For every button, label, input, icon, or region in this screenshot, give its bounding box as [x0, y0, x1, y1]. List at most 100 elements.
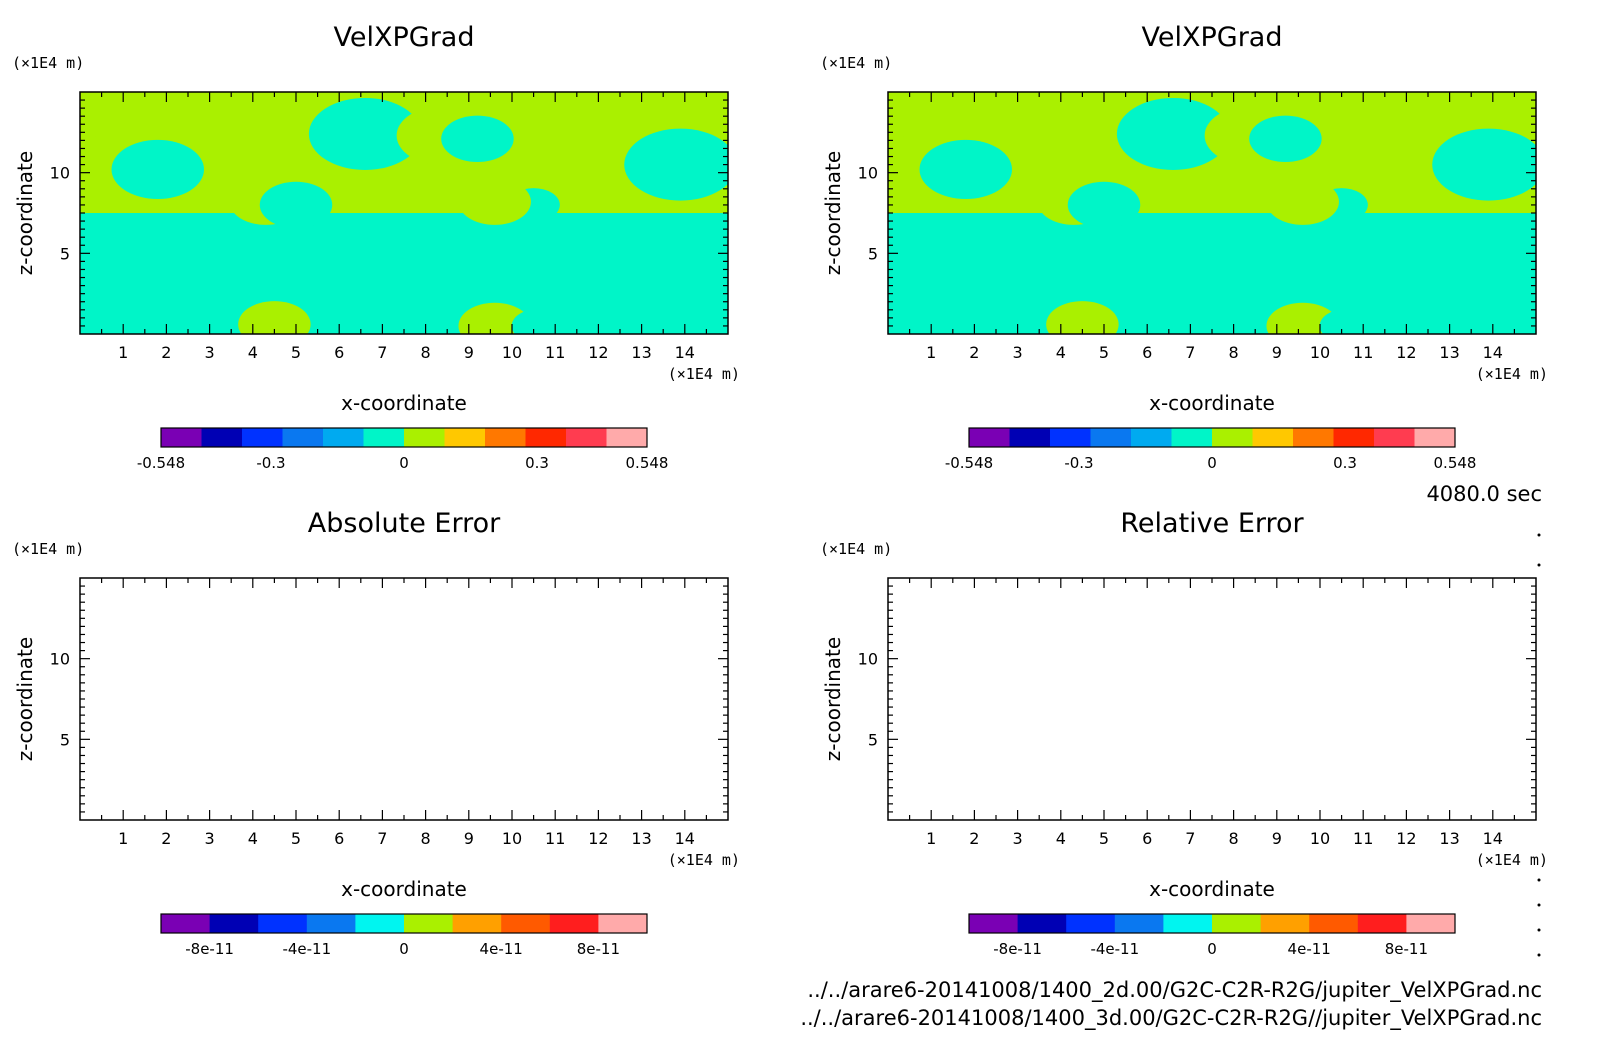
contour-blob [238, 301, 311, 334]
plot-frame [887, 577, 1537, 821]
x-tick-label: 12 [588, 829, 608, 848]
y-tick-label: 5 [60, 730, 70, 749]
x-tick-label: 13 [1439, 343, 1459, 362]
colorbar-tick-label: 0.3 [525, 454, 549, 472]
y-unit-label: (×1E4 m) [12, 54, 84, 72]
x-tick-label: 12 [588, 343, 608, 362]
y-axis-label: z-coordinate [13, 151, 37, 275]
colorbar-frame [160, 913, 648, 934]
colorbar-swatch [1114, 914, 1164, 933]
x-tick-label: 11 [1353, 343, 1373, 362]
y-unit-label: (×1E4 m) [820, 540, 892, 558]
contour-blob [1266, 178, 1339, 225]
colorbar-tick-label: -0.3 [256, 454, 285, 472]
axis-ticks [888, 578, 1536, 820]
colorbar-swatch [1252, 428, 1294, 447]
colorbar: -8e-11 -4e-11 0 4e-11 8e-11 [968, 913, 1456, 958]
colorbar-swatch [1212, 428, 1253, 447]
colorbar-swatch [282, 428, 324, 447]
x-tick-label: 10 [1310, 343, 1330, 362]
x-tick-label: 14 [1483, 829, 1503, 848]
chart-panel-2: VelXPGrad(×1E4 m)1 2 3 4 5 6 7 8 9 10 11 12 13 14510(… [820, 22, 1548, 472]
x-tick-label: 8 [421, 343, 431, 362]
colorbar-tick-label: 8e-11 [1385, 940, 1428, 958]
y-tick-label: 5 [868, 730, 878, 749]
x-tick-label: 8 [1229, 829, 1239, 848]
plot-area [887, 577, 1537, 821]
colorbar-swatch [969, 428, 1010, 447]
y-tick-label: 10 [50, 164, 70, 183]
colorbar-tick-label: 0.548 [626, 454, 669, 472]
x-tick-label: 5 [291, 829, 301, 848]
colorbar-swatch [355, 914, 405, 933]
colorbar-tick-label: -4e-11 [1090, 940, 1139, 958]
colorbar-swatch [161, 914, 211, 933]
x-tick-label: 2 [969, 343, 979, 362]
chart-title: Absolute Error [308, 508, 501, 539]
colorbar-tick-label: -0.3 [1064, 454, 1093, 472]
x-tick-label: 13 [631, 343, 651, 362]
colorbar-swatch [404, 914, 454, 933]
contour-blob [441, 115, 514, 162]
x-tick-label: 12 [1396, 343, 1416, 362]
colorbar-swatch [1357, 914, 1407, 933]
x-tick-label: 1 [118, 829, 128, 848]
x-tick-label: 8 [1229, 343, 1239, 362]
colorbar-swatch [306, 914, 356, 933]
x-tick-label: 9 [464, 343, 474, 362]
chart-panel-4: Relative Error(×1E4 m)1 2 3 4 5 6 7 8 9 10 11 12 13 1… [820, 508, 1548, 958]
colorbar-swatch [1414, 428, 1456, 447]
x-tick-label: 4 [1056, 829, 1066, 848]
time-label: 4080.0 sec [1426, 482, 1542, 506]
contour-blob [1432, 128, 1536, 201]
colorbar-tick-label: 4e-11 [1288, 940, 1331, 958]
colorbar-swatch [363, 428, 405, 447]
y-tick-label: 10 [858, 650, 878, 669]
y-unit-label: (×1E4 m) [820, 54, 892, 72]
chart-panel-1: VelXPGrad(×1E4 m)1 2 3 4 5 6 7 8 9 10 11 12 13 14510(… [12, 22, 740, 472]
x-tick-label: 4 [1056, 343, 1066, 362]
x-tick-label: 6 [1142, 343, 1152, 362]
colorbar-swatch [161, 428, 202, 447]
contour-blob [1249, 115, 1322, 162]
x-tick-label: 7 [377, 829, 387, 848]
colorbar-swatch [1212, 914, 1262, 933]
colorbar-swatch [1009, 428, 1051, 447]
colorbar-frame [968, 427, 1456, 448]
colorbar-swatch [485, 428, 526, 447]
x-axis-label: x-coordinate [1149, 391, 1275, 415]
x-tick-label: 1 [926, 343, 936, 362]
x-tick-label: 11 [545, 343, 565, 362]
colorbar-swatch [1406, 914, 1456, 933]
x-tick-label: 6 [334, 343, 344, 362]
colorbar-frame [160, 427, 648, 448]
x-tick-label: 7 [377, 343, 387, 362]
colorbar-swatch [242, 428, 283, 447]
x-tick-label: 9 [464, 829, 474, 848]
y-tick-label: 10 [50, 650, 70, 669]
x-axis-label: x-coordinate [341, 877, 467, 901]
colorbar-tick-label: 0 [1207, 940, 1217, 958]
colorbar-tick-label: 0 [399, 454, 409, 472]
plot-area [887, 91, 1537, 335]
file-path-2: ../../arare6-20141008/1400_3d.00/G2C-C2R… [800, 1006, 1542, 1031]
colorbar-swatch [452, 914, 502, 933]
contour-blob [624, 128, 728, 201]
x-tick-label: 6 [334, 829, 344, 848]
colorbar-swatch [606, 428, 648, 447]
colorbar-swatch [1333, 428, 1375, 447]
colorbar-tick-label: 4e-11 [480, 940, 523, 958]
colorbar: -0.548 -0.3 0 0.3 0.548 [137, 427, 669, 472]
field-region [80, 213, 728, 334]
contour-blob [1319, 309, 1373, 334]
x-axis-label: x-coordinate [341, 391, 467, 415]
file-path-1: ../../arare6-20141008/1400_2d.00/G2C-C2R… [807, 978, 1542, 1003]
colorbar-swatch [1309, 914, 1359, 933]
colorbar-swatch [404, 428, 445, 447]
colorbar-tick-label: -8e-11 [993, 940, 1042, 958]
x-unit-label: (×1E4 m) [1476, 365, 1548, 383]
x-tick-label: 13 [1439, 829, 1459, 848]
contour-blob [259, 181, 333, 229]
colorbar-frame [968, 913, 1456, 934]
